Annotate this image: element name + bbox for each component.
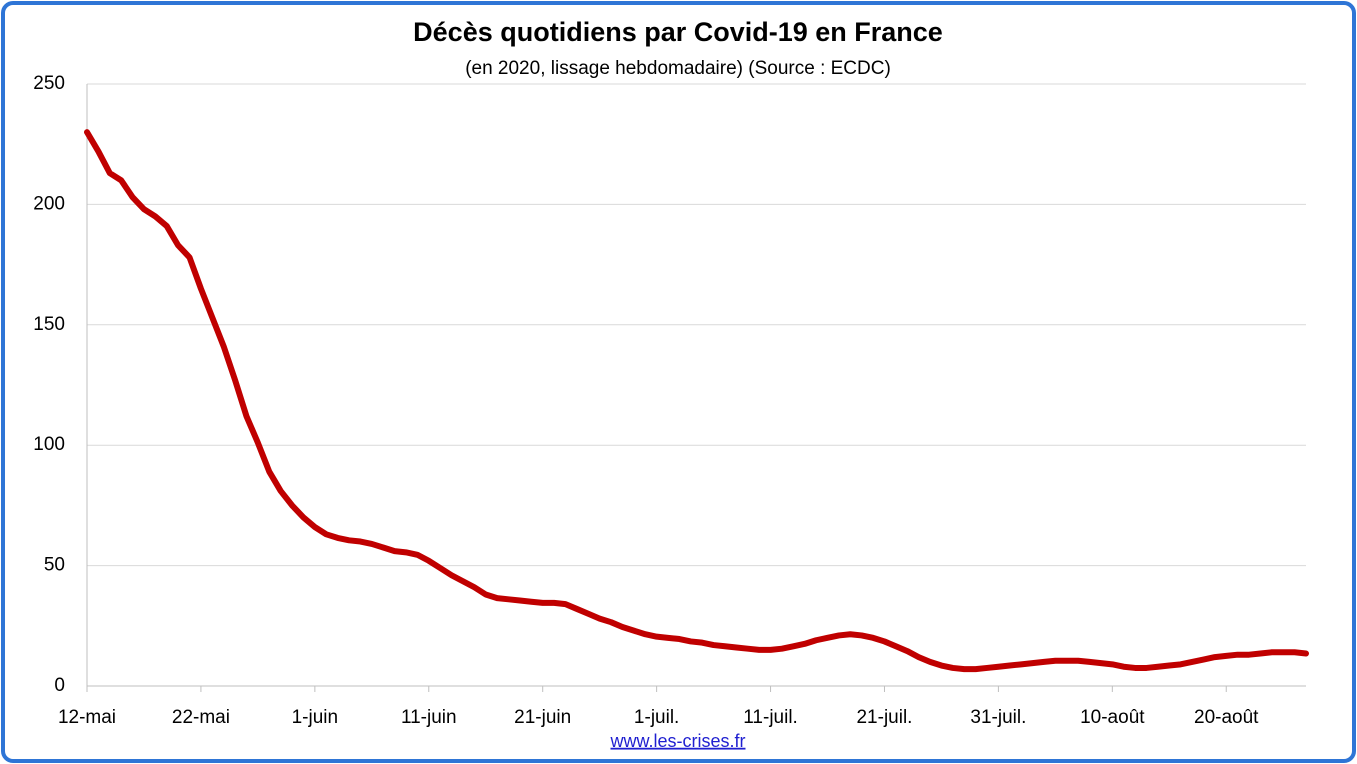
x-tick-label: 21-juil. <box>856 707 912 728</box>
x-tick-label: 10-août <box>1080 707 1145 728</box>
x-tick-label: 11-juin <box>401 707 457 728</box>
x-tick-label: 1-juil. <box>634 707 679 728</box>
y-tick-label: 0 <box>54 675 65 696</box>
source-link[interactable]: www.les-crises.fr <box>609 731 745 751</box>
x-tick-label: 31-juil. <box>970 707 1026 728</box>
x-tick-label: 11-juil. <box>743 707 798 728</box>
chart-title: Décès quotidiens par Covid-19 en France <box>413 17 943 47</box>
chart-subtitle: (en 2020, lissage hebdomadaire) (Source … <box>465 58 891 79</box>
y-tick-label: 250 <box>33 73 65 94</box>
x-tick-label: 1-juin <box>292 707 338 728</box>
y-tick-label: 100 <box>33 434 65 455</box>
y-tick-label: 200 <box>33 193 65 214</box>
y-tick-label: 50 <box>44 555 65 576</box>
x-tick-label: 12-mai <box>58 707 116 728</box>
y-tick-label: 150 <box>33 314 65 335</box>
x-tick-label: 20-août <box>1194 707 1259 728</box>
x-tick-label: 21-juin <box>514 707 571 728</box>
x-tick-label: 22-mai <box>172 707 230 728</box>
data-line <box>84 129 1309 673</box>
